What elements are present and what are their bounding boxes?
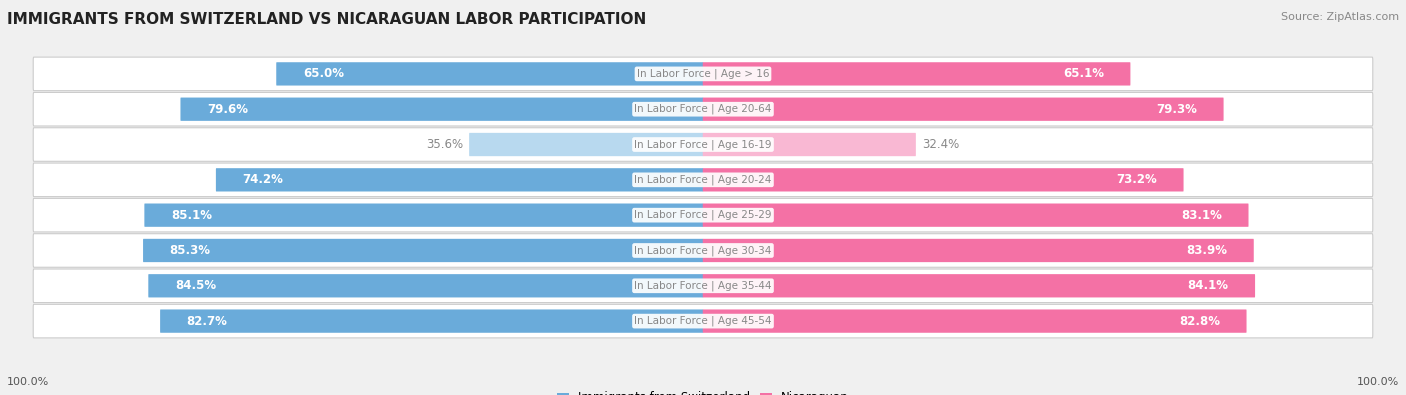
FancyBboxPatch shape — [34, 269, 1372, 303]
Text: 65.1%: 65.1% — [1063, 68, 1104, 81]
Text: IMMIGRANTS FROM SWITZERLAND VS NICARAGUAN LABOR PARTICIPATION: IMMIGRANTS FROM SWITZERLAND VS NICARAGUA… — [7, 12, 647, 27]
FancyBboxPatch shape — [34, 163, 1372, 197]
FancyBboxPatch shape — [34, 234, 1372, 267]
Text: In Labor Force | Age 45-54: In Labor Force | Age 45-54 — [634, 316, 772, 326]
Text: In Labor Force | Age > 16: In Labor Force | Age > 16 — [637, 69, 769, 79]
Text: 79.3%: 79.3% — [1156, 103, 1197, 116]
FancyBboxPatch shape — [703, 62, 1130, 86]
Text: 74.2%: 74.2% — [242, 173, 283, 186]
FancyBboxPatch shape — [703, 98, 1223, 121]
Text: In Labor Force | Age 20-24: In Labor Force | Age 20-24 — [634, 175, 772, 185]
FancyBboxPatch shape — [148, 274, 703, 297]
FancyBboxPatch shape — [160, 309, 703, 333]
FancyBboxPatch shape — [34, 128, 1372, 161]
FancyBboxPatch shape — [276, 62, 703, 86]
FancyBboxPatch shape — [703, 274, 1256, 297]
Text: 82.7%: 82.7% — [187, 314, 228, 327]
FancyBboxPatch shape — [470, 133, 703, 156]
FancyBboxPatch shape — [703, 239, 1254, 262]
Text: In Labor Force | Age 25-29: In Labor Force | Age 25-29 — [634, 210, 772, 220]
Text: 82.8%: 82.8% — [1180, 314, 1220, 327]
FancyBboxPatch shape — [34, 304, 1372, 338]
Text: 73.2%: 73.2% — [1116, 173, 1157, 186]
Text: 35.6%: 35.6% — [426, 138, 463, 151]
FancyBboxPatch shape — [34, 92, 1372, 126]
FancyBboxPatch shape — [703, 168, 1184, 192]
Text: 32.4%: 32.4% — [922, 138, 959, 151]
Text: In Labor Force | Age 20-64: In Labor Force | Age 20-64 — [634, 104, 772, 115]
Text: 83.1%: 83.1% — [1181, 209, 1222, 222]
Text: 84.5%: 84.5% — [174, 279, 217, 292]
FancyBboxPatch shape — [703, 133, 915, 156]
Text: 100.0%: 100.0% — [1357, 377, 1399, 387]
Text: 84.1%: 84.1% — [1188, 279, 1229, 292]
Text: 85.1%: 85.1% — [172, 209, 212, 222]
FancyBboxPatch shape — [34, 57, 1372, 91]
Legend: Immigrants from Switzerland, Nicaraguan: Immigrants from Switzerland, Nicaraguan — [554, 387, 852, 395]
Text: In Labor Force | Age 16-19: In Labor Force | Age 16-19 — [634, 139, 772, 150]
Text: 100.0%: 100.0% — [7, 377, 49, 387]
FancyBboxPatch shape — [180, 98, 703, 121]
Text: 83.9%: 83.9% — [1187, 244, 1227, 257]
Text: Source: ZipAtlas.com: Source: ZipAtlas.com — [1281, 12, 1399, 22]
FancyBboxPatch shape — [143, 239, 703, 262]
FancyBboxPatch shape — [703, 309, 1247, 333]
FancyBboxPatch shape — [145, 203, 703, 227]
FancyBboxPatch shape — [703, 203, 1249, 227]
FancyBboxPatch shape — [34, 198, 1372, 232]
Text: 85.3%: 85.3% — [170, 244, 211, 257]
Text: In Labor Force | Age 35-44: In Labor Force | Age 35-44 — [634, 280, 772, 291]
Text: 79.6%: 79.6% — [207, 103, 247, 116]
Text: 65.0%: 65.0% — [302, 68, 343, 81]
FancyBboxPatch shape — [217, 168, 703, 192]
Text: In Labor Force | Age 30-34: In Labor Force | Age 30-34 — [634, 245, 772, 256]
